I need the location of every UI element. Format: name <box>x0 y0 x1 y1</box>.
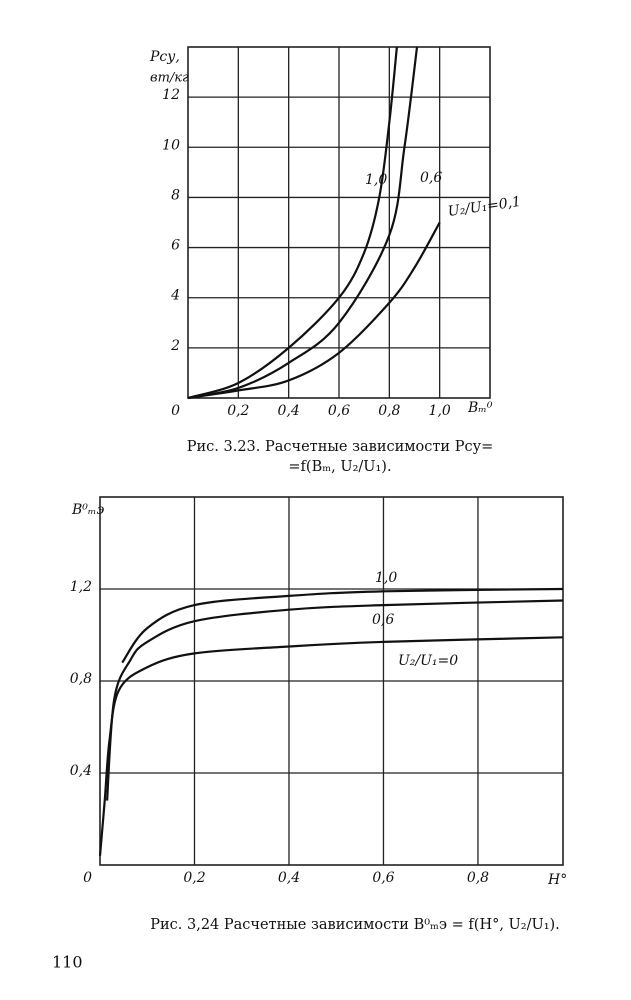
y-tick-label: 2 <box>170 338 180 354</box>
x-axis-label: H° <box>547 872 567 888</box>
curve <box>187 46 419 400</box>
y-tick-label: 12 <box>162 87 180 103</box>
x-tick-label: 0,4 <box>278 870 300 886</box>
x-tick-label: 0,6 <box>328 403 350 419</box>
y-axis-label: Pсу, <box>149 49 180 65</box>
y-tick-label: 4 <box>170 288 180 304</box>
curve <box>98 636 564 856</box>
x-tick-label: 0,2 <box>183 870 205 886</box>
x-tick-label: 0 <box>83 870 92 886</box>
y-tick-label: 10 <box>162 137 180 153</box>
y-tick-label: 0,4 <box>70 763 92 779</box>
x-tick-label: 0 <box>171 403 180 419</box>
curve <box>187 221 441 400</box>
x-tick-label: 0,2 <box>227 403 249 419</box>
curve-label: 0,6 <box>372 612 394 628</box>
y-axis-label: B⁰ₘэ <box>71 502 104 518</box>
page-number: 110 <box>52 953 83 972</box>
x-tick-label: 0,4 <box>278 403 300 419</box>
x-tick-label: 0,6 <box>372 870 394 886</box>
x-tick-label: 0,8 <box>378 403 400 419</box>
x-tick-label: 0,8 <box>467 870 489 886</box>
figure-caption: Рис. 3,24 Расчетные зависимости B⁰ₘэ = f… <box>150 917 560 933</box>
curve-label: 1,0 <box>375 570 397 586</box>
figure-caption: Рис. 3.23. Расчетные зависимости Pсу= <box>187 439 494 455</box>
y-axis-unit: вт/кг <box>150 71 189 86</box>
y-tick-label: 1,2 <box>70 579 92 595</box>
curve <box>121 587 564 664</box>
curve <box>105 599 564 801</box>
curve-label: U₂/U₁=0 <box>398 653 458 669</box>
figure-caption: =f(Bₘ, U₂/U₁). <box>288 459 391 475</box>
curve-label: 0,6 <box>420 170 442 186</box>
x-axis-label: Bₘ⁰ <box>467 400 493 416</box>
curve <box>187 46 398 400</box>
curve-label: 1,0 <box>365 172 387 188</box>
y-tick-label: 0,8 <box>70 671 92 687</box>
x-tick-label: 1,0 <box>429 403 451 419</box>
y-tick-label: 8 <box>171 187 180 203</box>
y-tick-label: 6 <box>171 238 180 254</box>
